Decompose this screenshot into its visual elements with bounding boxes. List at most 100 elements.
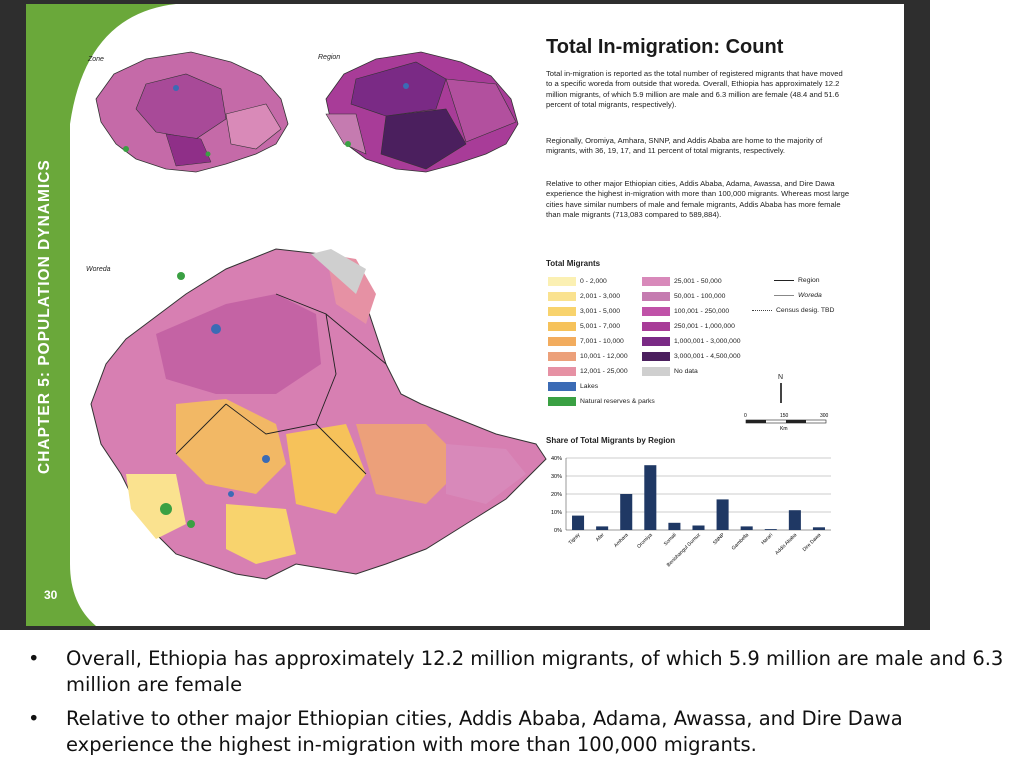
- legend-label: 7,001 - 10,000: [580, 338, 624, 345]
- north-arrow: N: [778, 374, 783, 403]
- bar-benishangul-gumuz: [692, 525, 705, 530]
- x-tick-label: Afar: [595, 532, 606, 543]
- chapter-band-curve: [26, 4, 176, 626]
- x-tick-label: Dire Dawa: [802, 532, 823, 553]
- page-number: 30: [44, 588, 58, 602]
- legend-label: 1,000,001 - 3,000,000: [674, 338, 741, 345]
- legend-label: 50,001 - 100,000: [674, 293, 726, 300]
- y-tick-label: 40%: [551, 456, 562, 462]
- legend-swatch: [548, 306, 576, 316]
- legend-swatch: [642, 291, 670, 301]
- legend-line-woreda: Woreda: [774, 292, 822, 299]
- bullet-dot-icon: •: [28, 647, 40, 670]
- paragraph-2: Regionally, Oromiya, Amhara, SNNP, and A…: [546, 136, 823, 156]
- legend-label: 25,001 - 50,000: [674, 278, 722, 285]
- legend-label: 2,001 - 3,000: [580, 293, 621, 300]
- legend-swatch: [548, 381, 576, 391]
- legend-item-col1-8: Natural reserves & parks: [548, 396, 655, 407]
- legend-item-col1-3: 5,001 - 7,000: [548, 321, 620, 332]
- legend-item-col1-0: 0 - 2,000: [548, 276, 607, 287]
- bar-somali: [668, 522, 681, 530]
- legend-swatch: [642, 321, 670, 331]
- legend-item-col2-1: 50,001 - 100,000: [642, 291, 725, 302]
- legend-label: Natural reserves & parks: [580, 398, 655, 405]
- legend-swatch: [548, 276, 576, 286]
- legend-label: 0 - 2,000: [580, 278, 607, 285]
- x-tick-label: Somali: [663, 532, 678, 547]
- scale-tick-150: 150: [780, 413, 789, 419]
- legend-item-col2-5: 3,000,001 - 4,500,000: [642, 351, 741, 362]
- legend-title: Total Migrants: [546, 259, 601, 268]
- bar-oromiya: [644, 465, 657, 530]
- legend-label: No data: [674, 368, 698, 375]
- bar-gambella: [740, 526, 753, 530]
- legend-item-col2-0: 25,001 - 50,000: [642, 276, 722, 287]
- bullet-2: • Relative to other major Ethiopian citie…: [28, 707, 903, 756]
- paragraph-3: Relative to other major Ethiopian cities…: [546, 179, 850, 220]
- legend-label: 3,000,001 - 4,500,000: [674, 353, 741, 360]
- bullet-1: • Overall, Ethiopia has approximately 12.…: [28, 647, 1004, 696]
- page-heading: Total In-migration: Count: [546, 36, 784, 58]
- woreda-map: [90, 248, 547, 580]
- legend-item-col2-2: 100,001 - 250,000: [642, 306, 729, 317]
- legend-label: Lakes: [580, 383, 599, 390]
- paragraph-1: Total in-migration is reported as the to…: [546, 69, 843, 110]
- bar-addis-ababa: [788, 510, 801, 530]
- legend-swatch: [642, 351, 670, 361]
- y-tick-label: 0%: [554, 528, 562, 534]
- zone-map-label: Zone: [88, 56, 104, 63]
- legend-label: 100,001 - 250,000: [674, 308, 730, 315]
- y-tick-label: 10%: [551, 510, 562, 516]
- legend-label: 10,001 - 12,000: [580, 353, 628, 360]
- y-tick-label: 30%: [551, 474, 562, 480]
- chart-title: Share of Total Migrants by Region: [546, 436, 676, 445]
- scale-tick-0: 0: [744, 413, 747, 419]
- slide-bullets: • Overall, Ethiopia has approximately 12.…: [28, 646, 1008, 766]
- region-map: [325, 51, 519, 173]
- woreda-map-label: Woreda: [86, 266, 111, 273]
- x-tick-label: SNNP: [712, 532, 727, 547]
- report-page: CHAPTER 5: POPULATION DYNAMICS 30: [26, 4, 904, 626]
- scale-tick-300: 300: [820, 413, 829, 419]
- scale-bar: 0 150 300 Km: [744, 413, 829, 432]
- maps: [90, 51, 547, 580]
- legend-line-census: Census desig. TBD: [752, 307, 834, 314]
- legend-label: 5,001 - 7,000: [580, 323, 621, 330]
- y-tick-label: 20%: [551, 492, 562, 498]
- legend-item-col1-6: 12,001 - 25,000: [548, 366, 628, 377]
- legend-swatch: [548, 396, 576, 406]
- legend-swatch: [548, 336, 576, 346]
- legend-item-col1-7: Lakes: [548, 381, 598, 392]
- legend-item-col1-2: 3,001 - 5,000: [548, 306, 620, 317]
- legend-item-col1-1: 2,001 - 3,000: [548, 291, 620, 302]
- legend-swatch: [642, 276, 670, 286]
- legend-swatch: [548, 291, 576, 301]
- legend-swatch: [642, 366, 670, 376]
- legend-item-col2-3: 250,001 - 1,000,000: [642, 321, 735, 332]
- x-tick-label: Tigray: [568, 532, 582, 546]
- legend-swatch: [548, 366, 576, 376]
- legend-swatch: [642, 306, 670, 316]
- legend-label: 250,001 - 1,000,000: [674, 323, 735, 330]
- legend-swatch: [548, 351, 576, 361]
- bar-chart: 0% 10% 20% 30% 40% Tigray Afar Amhara Oromiya Som…: [551, 456, 831, 568]
- zone-map: [95, 51, 289, 173]
- legend-line-region: Region: [774, 277, 820, 284]
- bullet-dot-icon: •: [28, 707, 40, 730]
- legend-item-col2-6: No data: [642, 366, 698, 377]
- bar-dire-dawa: [812, 527, 825, 530]
- slide-image: CHAPTER 5: POPULATION DYNAMICS 30: [0, 0, 930, 630]
- bar-afar: [596, 526, 609, 530]
- legend-label: 3,001 - 5,000: [580, 308, 621, 315]
- x-tick-label: Gambella: [731, 532, 751, 552]
- bar-snnp: [716, 499, 729, 530]
- x-tick-label: Harari: [760, 532, 774, 546]
- legend-item-col1-5: 10,001 - 12,000: [548, 351, 628, 362]
- region-map-label: Region: [318, 54, 341, 61]
- legend-swatch: [548, 321, 576, 331]
- legend-swatch: [642, 336, 670, 346]
- legend-item-col1-4: 7,001 - 10,000: [548, 336, 624, 347]
- bar-amhara: [620, 494, 633, 530]
- legend-label: 12,001 - 25,000: [580, 368, 628, 375]
- scale-unit: Km: [780, 426, 788, 432]
